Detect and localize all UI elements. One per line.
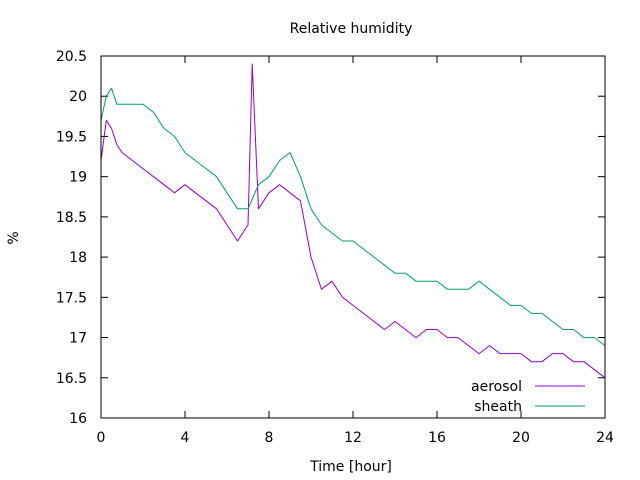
axis-ticks: 0 4 8 12 16 20 24 16 16.5 17 17.5 18 18.5 19 19.5 20 20.… — [56, 49, 614, 446]
plot-frame — [100, 55, 606, 419]
legend: aerosol sheath — [471, 379, 585, 415]
chart-title: Relative humidity — [290, 21, 413, 37]
x-tick-label: 8 — [265, 430, 274, 446]
legend-label-aerosol: aerosol — [471, 379, 522, 395]
x-tick-label: 16 — [428, 430, 446, 446]
y-tick-label: 20 — [69, 89, 87, 105]
y-tick-label: 17.5 — [56, 290, 87, 306]
x-tick-label: 20 — [512, 430, 530, 446]
y-axis-label: % — [6, 231, 22, 244]
plot-series — [100, 63, 606, 379]
y-tick-label: 17 — [69, 331, 87, 347]
y-tick-label: 16 — [69, 411, 87, 427]
x-axis-label: Time [hour] — [309, 459, 392, 475]
y-tick-label: 16.5 — [56, 371, 87, 387]
y-tick-label: 19.5 — [56, 129, 87, 145]
x-tick-label: 24 — [596, 430, 614, 446]
legend-label-sheath: sheath — [474, 399, 522, 415]
series-line-sheath — [100, 87, 606, 346]
x-tick-label: 12 — [344, 430, 362, 446]
x-tick-label: 0 — [97, 430, 106, 446]
x-tick-label: 4 — [181, 430, 190, 446]
y-tick-label: 18.5 — [56, 210, 87, 226]
y-tick-label: 20.5 — [56, 49, 87, 65]
series-line-aerosol — [100, 63, 606, 379]
y-tick-label: 18 — [69, 250, 87, 266]
y-tick-label: 19 — [69, 170, 87, 186]
